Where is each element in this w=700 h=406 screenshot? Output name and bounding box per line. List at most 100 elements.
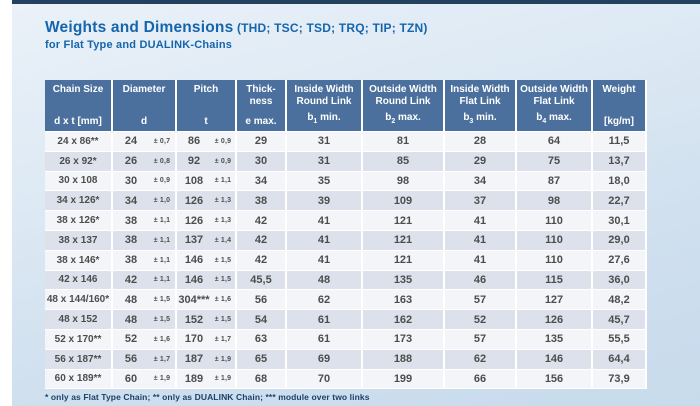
column-symbol: e max. (245, 116, 277, 127)
table-cell: 115 (517, 270, 593, 291)
table-row: 38 x 126* 38 ± 1,1 126 ± 1,3 42 41 121 41 110 30,1 (45, 211, 647, 231)
table-cell: 52 x 170** (45, 329, 113, 350)
column-header-1: Chain Size d x t [mm] (45, 80, 113, 132)
column-title: Inside Width Flat Link (450, 84, 510, 107)
table-cell: 68 (237, 369, 287, 390)
weights-dimensions-table: Chain Size d x t [mm] Diameter d Pitch t Thick… (45, 80, 647, 390)
table-cell: 41 (287, 250, 363, 271)
table-cell: ± 1,5 (149, 290, 177, 311)
table-cell: ± 0,8 (149, 151, 177, 172)
column-title: Outside Width Flat Link (520, 84, 588, 107)
table-cell: 126 (517, 310, 593, 330)
table-cell: 48 x 144/160* (45, 290, 113, 311)
table-cell: 163 (363, 290, 445, 311)
table-cell: 110 (517, 250, 593, 271)
table-cell: 42 (237, 230, 287, 251)
table-cell: 41 (287, 211, 363, 231)
table-cell: 64 (517, 132, 593, 152)
table-cell: 34 x 126* (45, 191, 113, 212)
table-cell: 66 (445, 369, 517, 390)
table-cell: ± 1,9 (211, 369, 237, 390)
table-cell: 55,5 (593, 329, 647, 350)
table-cell: 121 (363, 250, 445, 271)
table-cell: 137 (177, 230, 211, 251)
table-cell: 189 (177, 369, 211, 390)
table-cell: ± 1,1 (149, 230, 177, 251)
table-cell: ± 1,5 (211, 250, 237, 271)
column-header-4: Thick-ness e max. (237, 80, 287, 132)
table-cell: ± 1,0 (149, 191, 177, 212)
table-cell: 48 (287, 270, 363, 291)
table-cell: 41 (445, 250, 517, 271)
table-cell: 60 (113, 369, 149, 390)
footnote: * only as Flat Type Chain; ** only as DU… (45, 392, 370, 402)
table-row: 56 x 187** 56 ± 1,7 187 ± 1,9 65 69 188 62 146 64,… (45, 349, 647, 370)
table-cell: 87 (517, 171, 593, 192)
table-cell: 121 (363, 211, 445, 231)
table-cell: 29 (237, 132, 287, 152)
table-cell: ± 1,9 (149, 369, 177, 390)
table-cell: 162 (363, 310, 445, 330)
table-cell: ± 1,1 (149, 250, 177, 271)
table-cell: 56 (113, 349, 149, 370)
column-symbol: t (204, 116, 208, 127)
table-cell: 170 (177, 329, 211, 350)
table-cell: 22,7 (593, 191, 647, 212)
table-row: 26 x 92* 26 ± 0,8 92 ± 0,9 30 31 85 29 75 13,7 (45, 151, 647, 172)
table-cell: 187 (177, 349, 211, 370)
table-cell: 70 (287, 369, 363, 390)
column-symbol: b1 min. (307, 112, 341, 125)
table-cell: 108 (177, 171, 211, 192)
table-cell: 48 x 152 (45, 310, 113, 330)
table-cell: 31 (287, 132, 363, 152)
table-cell: 30 x 108 (45, 171, 113, 192)
table-cell: ± 0,9 (149, 171, 177, 192)
table-cell: 146 (517, 349, 593, 370)
table-cell: 73,9 (593, 369, 647, 390)
table-cell: 135 (363, 270, 445, 291)
column-symbol: d (140, 116, 148, 127)
table-cell: 62 (287, 290, 363, 311)
table-cell: ± 1,1 (149, 211, 177, 231)
column-header-9: Weight [kg/m] (593, 80, 647, 132)
table-cell: 38 (237, 191, 287, 212)
table-cell: ± 1,7 (211, 329, 237, 350)
table-cell: 199 (363, 369, 445, 390)
table-cell: 46 (445, 270, 517, 291)
column-header-3: Pitch t (177, 80, 237, 132)
table-cell: 42 (237, 250, 287, 271)
table-cell: ± 1,5 (149, 310, 177, 330)
table-cell: 18,0 (593, 171, 647, 192)
table-row: 48 x 152 48 ± 1,5 152 ± 1,5 54 61 162 52 126 45,7 (45, 310, 647, 330)
table-cell: 38 (113, 211, 149, 231)
column-symbol: d x t [mm] (54, 116, 102, 127)
table-cell: 42 (113, 270, 149, 291)
table-cell: 24 (113, 132, 149, 152)
table-cell: 48 (113, 290, 149, 311)
table-cell: 109 (363, 191, 445, 212)
table-cell: 26 (113, 151, 149, 172)
table-cell: 56 x 187** (45, 349, 113, 370)
column-title: Chain Size (52, 84, 104, 95)
table-cell: 173 (363, 329, 445, 350)
table-cell: 41 (445, 211, 517, 231)
table-cell: 61 (287, 329, 363, 350)
column-header-7: Inside Width Flat Link b3 min. (445, 80, 517, 132)
table-cell: 30 (237, 151, 287, 172)
table-cell: ± 1,4 (211, 230, 237, 251)
table-cell: 56 (237, 290, 287, 311)
table-cell: 92 (177, 151, 211, 172)
table-cell: 146 (177, 270, 211, 291)
table-cell: 110 (517, 230, 593, 251)
table-cell: 152 (177, 310, 211, 330)
table-row: 48 x 144/160* 48 ± 1,5 304*** ± 1,6 56 62 163 57… (45, 290, 647, 311)
table-row: 42 x 146 42 ± 1,1 146 ± 1,5 45,5 48 135 46 115 36,… (45, 270, 647, 291)
table-cell: 11,5 (593, 132, 647, 152)
column-header-5: Inside Width Round Link b1 min. (287, 80, 363, 132)
table-cell: 62 (445, 349, 517, 370)
table-cell: 110 (517, 211, 593, 231)
title-block: Weights and Dimensions (THD; TSC; TSD; T… (45, 19, 428, 51)
table-cell: 42 x 146 (45, 270, 113, 291)
column-symbol: b3 min. (463, 112, 497, 125)
column-title: Weight (602, 84, 636, 95)
